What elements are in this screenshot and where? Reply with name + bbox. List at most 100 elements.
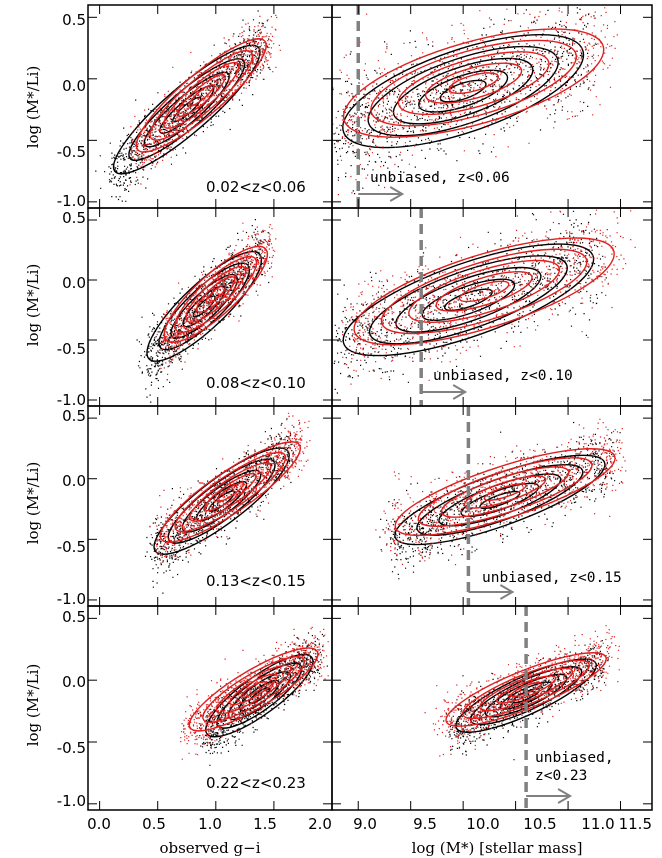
contour-line	[205, 284, 227, 305]
xtick-label: 9.5	[413, 815, 437, 833]
panel-right-4	[424, 606, 620, 810]
contour-line	[215, 664, 292, 715]
panel-frame	[331, 605, 653, 811]
panel-annotations: 0.02<z<0.06 unbiased, z<0.06 0.08<z<0.10…	[206, 170, 622, 792]
ylabel: log (M*/Li)	[24, 664, 42, 747]
scatter-points	[180, 626, 333, 760]
contour-line	[176, 73, 226, 117]
panel-right-1	[332, 5, 618, 208]
unbiased-label: unbiased, z<0.15	[482, 570, 622, 586]
contour-line	[342, 243, 595, 357]
contour-line	[417, 457, 593, 527]
xtick-labels: 0.0 0.5 1.0 1.5 2.0 9.0 9.5 10.0 10.5 11…	[87, 815, 652, 833]
contour-line	[370, 39, 578, 127]
ylabel: log (M*/Li)	[24, 462, 42, 545]
ytick-label: 0.0	[62, 77, 86, 95]
ytick-label: 0.5	[62, 608, 86, 626]
scatter-points	[144, 418, 299, 594]
contour-line	[479, 667, 574, 712]
scatter-points	[424, 625, 620, 757]
redshift-label: 0.02<z<0.06	[206, 178, 306, 196]
contour-line	[418, 69, 509, 113]
panel-left-3	[144, 412, 311, 594]
contour-line	[495, 675, 557, 704]
scatter-points	[156, 222, 277, 375]
ytick-label: -0.5	[57, 538, 86, 556]
ytick-label: 0.5	[62, 11, 86, 29]
unbiased-label: unbiased,	[535, 750, 614, 766]
ytick-label: -0.5	[57, 340, 86, 358]
ytick-label: -1.0	[57, 391, 86, 409]
xlabel-left: observed g−i	[159, 839, 260, 857]
unbiased-arrow-head	[452, 384, 468, 400]
series-red	[332, 7, 618, 196]
contour-line	[397, 51, 550, 116]
ytick-label: -0.5	[57, 739, 86, 757]
series-black	[95, 10, 271, 202]
xtick-label: 1.5	[253, 815, 277, 833]
ytick-label: 0.5	[62, 407, 86, 425]
xtick-label: 0.0	[87, 815, 111, 833]
panel-right-3	[375, 406, 627, 606]
contour-line	[353, 237, 615, 346]
xtick-label: 9.0	[353, 815, 377, 833]
xtick-label: 10.5	[523, 815, 556, 833]
contour-line	[143, 71, 230, 148]
ylabel: log (M*/Li)	[24, 66, 42, 149]
contour-line	[159, 441, 301, 543]
contour-line	[188, 647, 319, 732]
xlabel-right: log (M*) [stellar mass]	[412, 839, 583, 857]
contour-line	[463, 475, 547, 509]
contour-line	[380, 248, 588, 335]
contour-line	[149, 50, 254, 141]
series-red	[180, 626, 333, 760]
contour-line	[163, 61, 240, 129]
ytick-label: -1.0	[57, 590, 86, 608]
contour-line	[448, 72, 499, 95]
xtick-label: 2.0	[308, 815, 332, 833]
scatter-points	[332, 7, 618, 196]
redshift-label: 0.08<z<0.10	[206, 374, 306, 392]
ylabel: log (M*/Li)	[24, 264, 42, 347]
series-red	[424, 625, 620, 757]
contour-line	[185, 265, 247, 323]
contour-line	[408, 259, 561, 324]
unbiased-label: unbiased, z<0.06	[370, 170, 510, 186]
series-red	[149, 412, 311, 563]
redshift-label: 0.22<z<0.23	[206, 774, 306, 792]
contour-line	[367, 45, 559, 137]
contour-line	[189, 462, 272, 522]
contour-line	[440, 466, 570, 518]
contour-line	[229, 673, 278, 706]
contour-line	[435, 271, 533, 312]
contour-line	[368, 255, 568, 345]
unbiased-label: z<0.23	[535, 768, 587, 784]
series-red	[342, 209, 636, 385]
contour-line	[445, 652, 607, 727]
unbiased-arrow-head	[557, 788, 573, 804]
contour-line	[458, 280, 510, 303]
panel-right-2	[333, 208, 636, 406]
ytick-label: -1.0	[57, 192, 86, 210]
unbiased-arrow-head	[499, 584, 515, 600]
scatter-points	[379, 421, 623, 580]
ylabels: log (M*/Li) log (M*/Li) log (M*/Li) log …	[24, 66, 42, 747]
contour-line	[394, 448, 616, 537]
unbiased-arrow-head	[389, 186, 405, 202]
contour-line	[188, 84, 215, 107]
contour-line	[439, 79, 487, 103]
contour-line	[112, 44, 261, 175]
contour-line	[455, 658, 598, 733]
contour-line	[392, 57, 534, 125]
contour-line	[240, 680, 267, 699]
unbiased-label: unbiased, z<0.10	[433, 368, 573, 384]
scatter-points	[375, 418, 627, 566]
series-red	[375, 418, 627, 566]
contour-line	[174, 451, 287, 533]
ytick-label: 0.5	[62, 209, 86, 227]
redshift-label: 0.13<z<0.15	[206, 572, 306, 590]
contour-line	[483, 483, 527, 501]
contour-line	[342, 33, 585, 149]
series-red	[156, 222, 277, 375]
